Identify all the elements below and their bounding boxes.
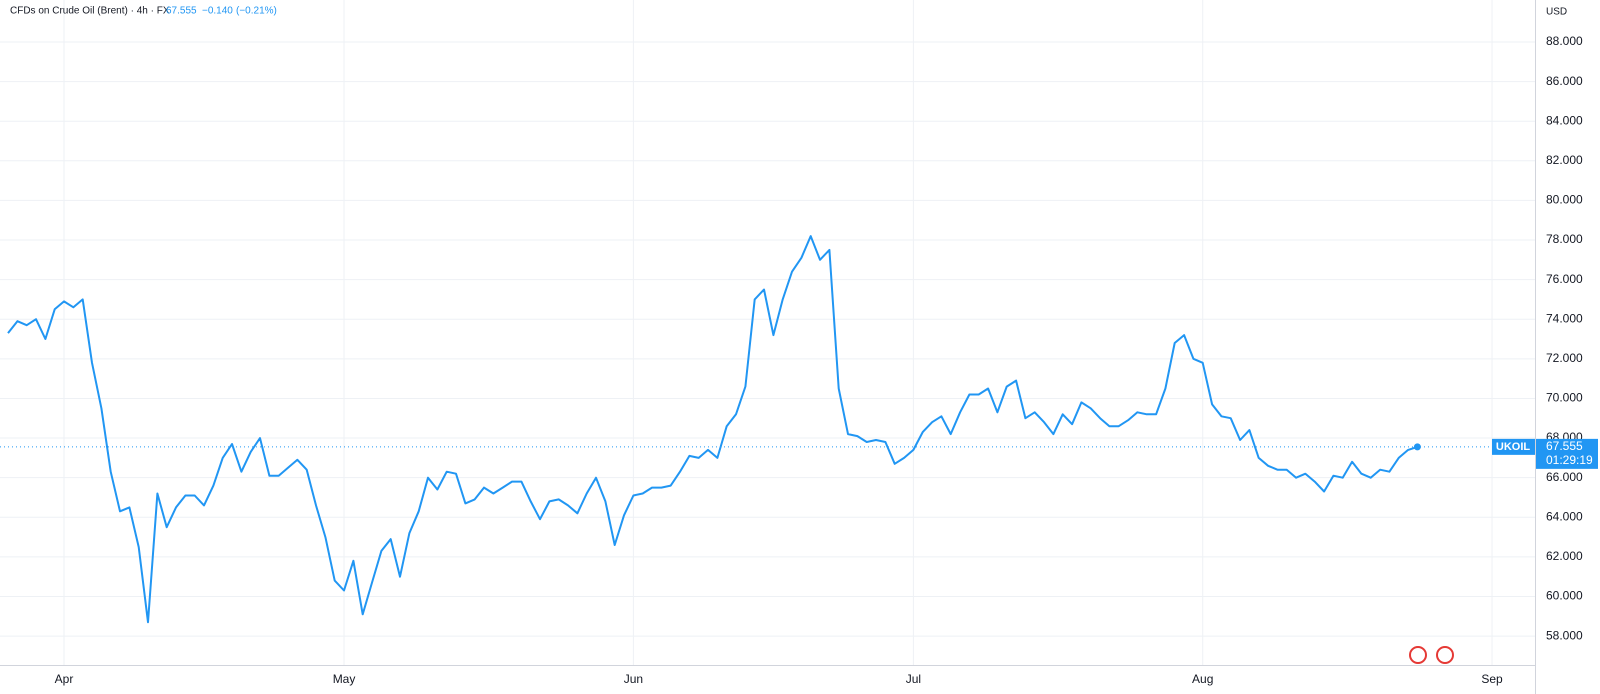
x-tick-label: May	[333, 672, 356, 686]
y-tick-label: 78.000	[1546, 232, 1583, 246]
symbol-badge	[1492, 438, 1535, 455]
price-line	[7, 235, 1418, 624]
y-tick-label: 74.000	[1546, 311, 1583, 325]
currency: USD	[1546, 7, 1567, 18]
change: −0.140	[202, 6, 233, 17]
x-tick-label: Jun	[624, 672, 643, 686]
grid	[0, 0, 1535, 665]
event-icons	[1409, 646, 1454, 664]
quote: 67.555	[166, 6, 197, 17]
last-price-label: 67.555	[1546, 439, 1583, 453]
x-tick-label: Sep	[1481, 672, 1503, 686]
y-tick-label: 76.000	[1546, 272, 1583, 286]
y-tick-label: 66.000	[1546, 470, 1583, 484]
y-tick-label: 72.000	[1546, 351, 1583, 365]
x-tick-label: Apr	[55, 672, 74, 686]
symbol-label: UKOIL	[1496, 441, 1531, 453]
y-tick-label: 84.000	[1546, 113, 1583, 127]
last-price-dot	[1413, 443, 1421, 451]
last-price-badge	[1536, 438, 1598, 469]
y-tick-label: 80.000	[1546, 193, 1583, 207]
y-tick-label: 82.000	[1546, 153, 1583, 167]
chart-title: CFDs on Crude Oil (Brent) · 4h · FX	[10, 6, 170, 17]
x-tick-label: Jul	[906, 672, 921, 686]
y-tick-label: 60.000	[1546, 589, 1583, 603]
y-tick-label: 62.000	[1546, 549, 1583, 563]
event-icon	[1409, 646, 1427, 664]
y-tick-label: 64.000	[1546, 509, 1583, 523]
y-tick-label: 70.000	[1546, 391, 1583, 405]
x-tick-label: Aug	[1192, 672, 1213, 686]
price-axis-panel	[1535, 0, 1600, 694]
change-pct: (−0.21%)	[236, 6, 277, 17]
countdown: 01:29:19	[1546, 453, 1593, 467]
y-tick-label: 86.000	[1546, 74, 1583, 88]
y-tick-label: 88.000	[1546, 34, 1583, 48]
y-tick-label: 58.000	[1546, 628, 1583, 642]
event-icon	[1436, 646, 1454, 664]
